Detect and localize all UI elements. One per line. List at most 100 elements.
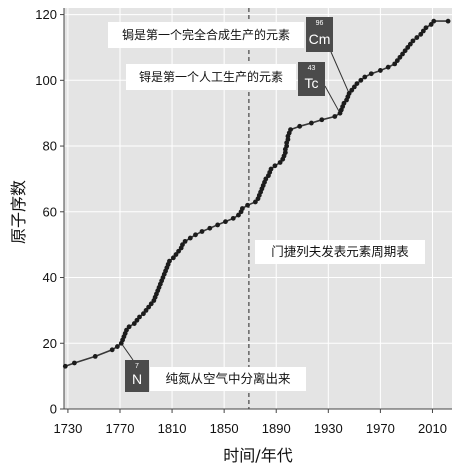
data-point xyxy=(143,307,149,313)
data-point xyxy=(428,22,434,27)
data-point xyxy=(272,163,278,169)
annotation-nitrogen: 纯氮从空气中分离出来 xyxy=(150,367,306,391)
data-point xyxy=(354,81,360,86)
data-point xyxy=(236,212,241,218)
data-point xyxy=(394,58,400,63)
data-point xyxy=(126,324,132,330)
data-point xyxy=(141,311,146,317)
data-point xyxy=(423,25,429,31)
data-point xyxy=(288,127,293,133)
data-point xyxy=(284,143,290,149)
data-point xyxy=(207,225,213,231)
axis-layer xyxy=(60,8,452,413)
data-point xyxy=(180,242,185,248)
data-point xyxy=(62,363,68,369)
data-point xyxy=(351,84,357,90)
x-tick-label: 1850 xyxy=(210,421,239,436)
data-point xyxy=(332,114,338,119)
data-point xyxy=(92,354,98,359)
data-point xyxy=(131,321,137,326)
data-point xyxy=(187,235,193,241)
data-point xyxy=(410,38,416,44)
data-point xyxy=(277,160,283,165)
x-tick-label: 1930 xyxy=(314,421,343,436)
element-tile-symbol: Cm xyxy=(308,31,331,47)
element-tile-curium: 96 Cm xyxy=(306,17,333,52)
data-point xyxy=(349,87,355,93)
data-point xyxy=(341,100,347,106)
element-tile-number: 7 xyxy=(135,363,139,370)
data-point xyxy=(199,229,205,234)
data-point xyxy=(308,120,314,126)
data-point xyxy=(414,35,420,40)
y-tick-label: 120 xyxy=(35,7,57,22)
tick-label-layer: 0 20 40 60 80 100 120 1730 1770 1810 1850 1890 1930 1… xyxy=(35,7,447,436)
data-point xyxy=(285,137,291,142)
data-point xyxy=(167,258,172,264)
data-point xyxy=(134,317,140,323)
x-axis-title: 时间/年代 xyxy=(223,446,292,465)
data-point xyxy=(392,61,398,67)
data-point xyxy=(402,48,408,54)
data-point xyxy=(193,232,198,238)
y-tick-label: 0 xyxy=(50,402,57,417)
data-point xyxy=(223,219,228,225)
data-point xyxy=(397,54,403,60)
data-point xyxy=(252,199,258,205)
data-point xyxy=(263,176,269,182)
data-point xyxy=(420,28,426,34)
data-point xyxy=(319,117,325,123)
data-point xyxy=(109,347,115,353)
x-tick-label: 2010 xyxy=(418,421,447,436)
data-point xyxy=(400,51,405,57)
data-point xyxy=(418,31,424,37)
element-tile-symbol: Tc xyxy=(304,75,319,91)
annotation-curium: 锔是第一个完全合成生产的元素 xyxy=(108,22,304,48)
y-tick-label: 80 xyxy=(43,139,57,154)
data-point xyxy=(385,64,391,70)
data-point xyxy=(368,71,374,77)
element-tile-nitrogen: 7 N xyxy=(125,360,149,392)
x-tick-label: 1810 xyxy=(158,421,187,436)
data-point xyxy=(445,18,451,24)
data-point xyxy=(245,202,250,208)
data-point xyxy=(230,215,236,221)
data-point xyxy=(268,166,274,172)
element-tile-technetium: 43 Tc xyxy=(298,62,325,96)
y-tick-label: 60 xyxy=(43,204,57,219)
data-point xyxy=(182,238,188,244)
data-point xyxy=(72,360,77,366)
data-point xyxy=(146,304,152,310)
y-axis-title: 原子序数 xyxy=(9,180,28,244)
y-tick-label: 20 xyxy=(43,336,57,351)
data-point xyxy=(124,327,129,333)
element-tile-number: 96 xyxy=(315,20,324,27)
data-point xyxy=(297,123,303,129)
data-point xyxy=(170,255,176,261)
data-point xyxy=(377,68,383,73)
data-point xyxy=(358,77,364,83)
x-tick-label: 1770 xyxy=(106,421,135,436)
data-point xyxy=(215,222,221,228)
data-point xyxy=(362,74,368,80)
annotation-leader-layer xyxy=(120,51,350,361)
element-tile-number: 43 xyxy=(307,65,316,72)
data-point xyxy=(173,252,179,257)
annotation-leader-line xyxy=(120,342,134,361)
data-point xyxy=(405,45,411,50)
series-layer xyxy=(62,18,451,369)
data-point xyxy=(114,344,120,349)
annotation-technetium: 锝是第一个人工生产的元素 xyxy=(126,64,296,90)
annotation-leader-line xyxy=(324,85,341,114)
x-tick-label: 1730 xyxy=(53,421,82,436)
x-tick-label: 1890 xyxy=(262,421,291,436)
y-tick-label: 40 xyxy=(43,270,57,285)
data-point xyxy=(239,206,245,211)
data-point xyxy=(176,248,181,254)
data-point xyxy=(148,301,154,307)
y-tick-label: 100 xyxy=(35,73,57,88)
data-point xyxy=(407,41,413,47)
annotation-mendeleev: 门捷列夫发表元素周期表 xyxy=(255,240,425,264)
data-point xyxy=(346,91,352,96)
